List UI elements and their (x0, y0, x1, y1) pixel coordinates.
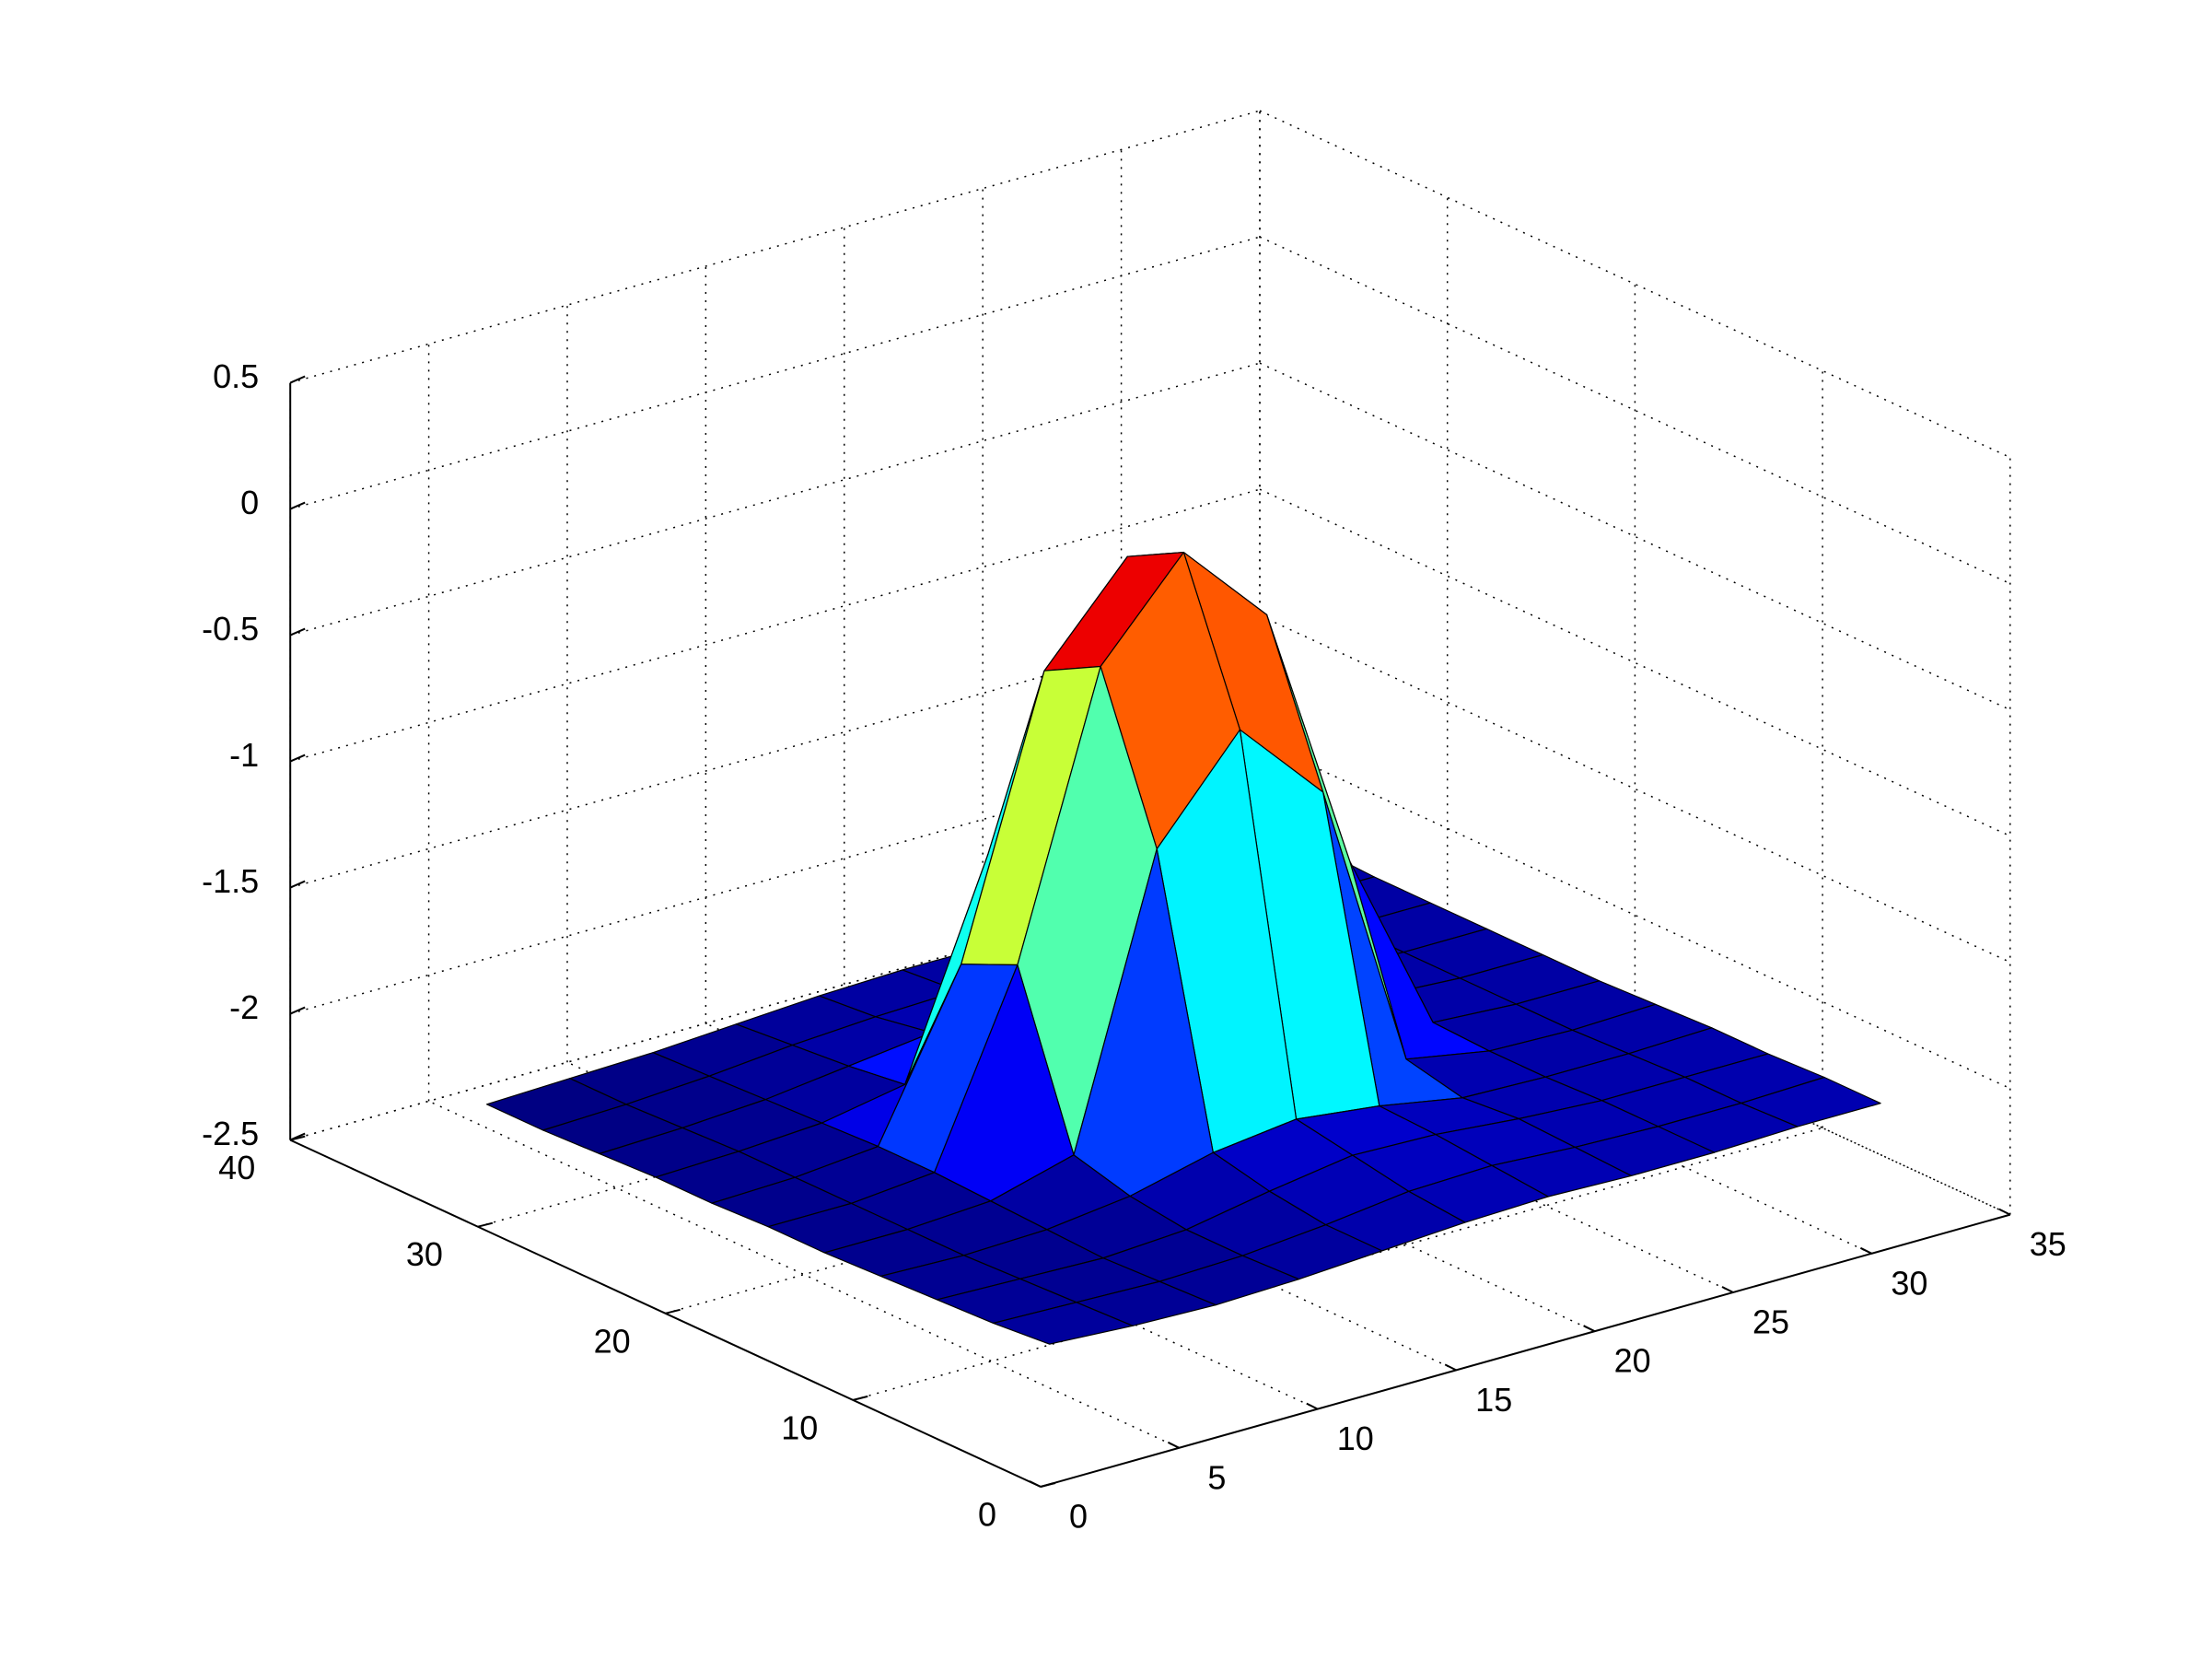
x-tick-label: 10 (1337, 1419, 1374, 1457)
x-tick (1029, 1480, 1042, 1488)
y-tick (477, 1221, 494, 1228)
grid-line (1259, 867, 2011, 1216)
x-tick-label: 35 (2030, 1225, 2066, 1263)
z-tick (289, 375, 306, 384)
x-tick-label: 20 (1614, 1342, 1651, 1380)
x-tick-label: 30 (1891, 1264, 1927, 1302)
z-tick (289, 754, 306, 763)
z-tick-label: 0.5 (213, 357, 259, 395)
x-tick (1306, 1402, 1319, 1410)
grid-line (1259, 236, 2011, 585)
y-tick (853, 1395, 868, 1401)
grid-line (1259, 362, 2011, 711)
x-tick-label: 0 (1069, 1498, 1088, 1536)
grid-line (1259, 110, 2011, 459)
x-tick-label: 5 (1207, 1458, 1226, 1496)
z-tick-label: -0.5 (202, 610, 259, 648)
z-tick-label: -2.5 (202, 1115, 259, 1152)
y-tick (1040, 1482, 1056, 1488)
surface-patch (992, 1302, 1134, 1345)
y-tick (665, 1308, 681, 1314)
z-tick (289, 880, 306, 889)
x-tick-label: 15 (1475, 1381, 1512, 1419)
x-tick-label: 25 (1752, 1303, 1789, 1341)
y-tick-label: 10 (781, 1408, 818, 1446)
x-tick (1583, 1325, 1596, 1333)
x-tick (1859, 1246, 1872, 1255)
z-tick-label: -1 (229, 736, 259, 774)
z-tick (289, 627, 306, 637)
x-tick (1721, 1286, 1734, 1293)
x-axis (1040, 1213, 2011, 1488)
z-tick (289, 1006, 306, 1015)
x-tick (1444, 1363, 1457, 1372)
x-tick (1998, 1208, 2011, 1216)
grid-line (1259, 614, 2011, 964)
z-tick (289, 501, 306, 510)
z-tick-label: -2 (229, 988, 259, 1026)
y-tick-label: 30 (406, 1235, 443, 1273)
y-tick-label: 0 (978, 1496, 996, 1534)
z-tick-label: 0 (240, 484, 259, 521)
z-tick (289, 1132, 306, 1141)
grid-line (1259, 741, 2011, 1090)
z-tick-label: -1.5 (202, 862, 259, 900)
grid-line (428, 1100, 1180, 1449)
x-tick (1167, 1441, 1180, 1449)
grid-line (1259, 488, 2011, 837)
y-tick-label: 40 (218, 1149, 255, 1186)
y-tick-label: 20 (594, 1322, 631, 1360)
